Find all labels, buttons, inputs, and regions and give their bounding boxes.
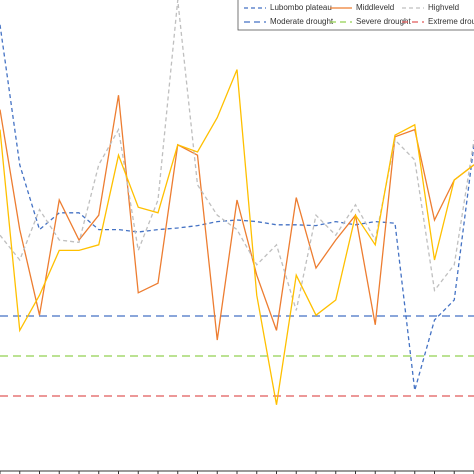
legend-label: Moderate drought	[270, 17, 334, 26]
data-line	[0, 95, 474, 341]
data-line	[0, 0, 474, 311]
legend-label: Highveld	[428, 3, 459, 12]
legend-label: Middleveld	[356, 3, 394, 12]
data-line	[0, 69, 474, 405]
legend-label: Lubombo plateau	[270, 3, 332, 12]
data-line	[0, 24, 474, 391]
legend-label: Extreme drou	[428, 17, 474, 26]
legend-label: Severe drought	[356, 17, 411, 26]
legend-box	[237, 0, 474, 31]
